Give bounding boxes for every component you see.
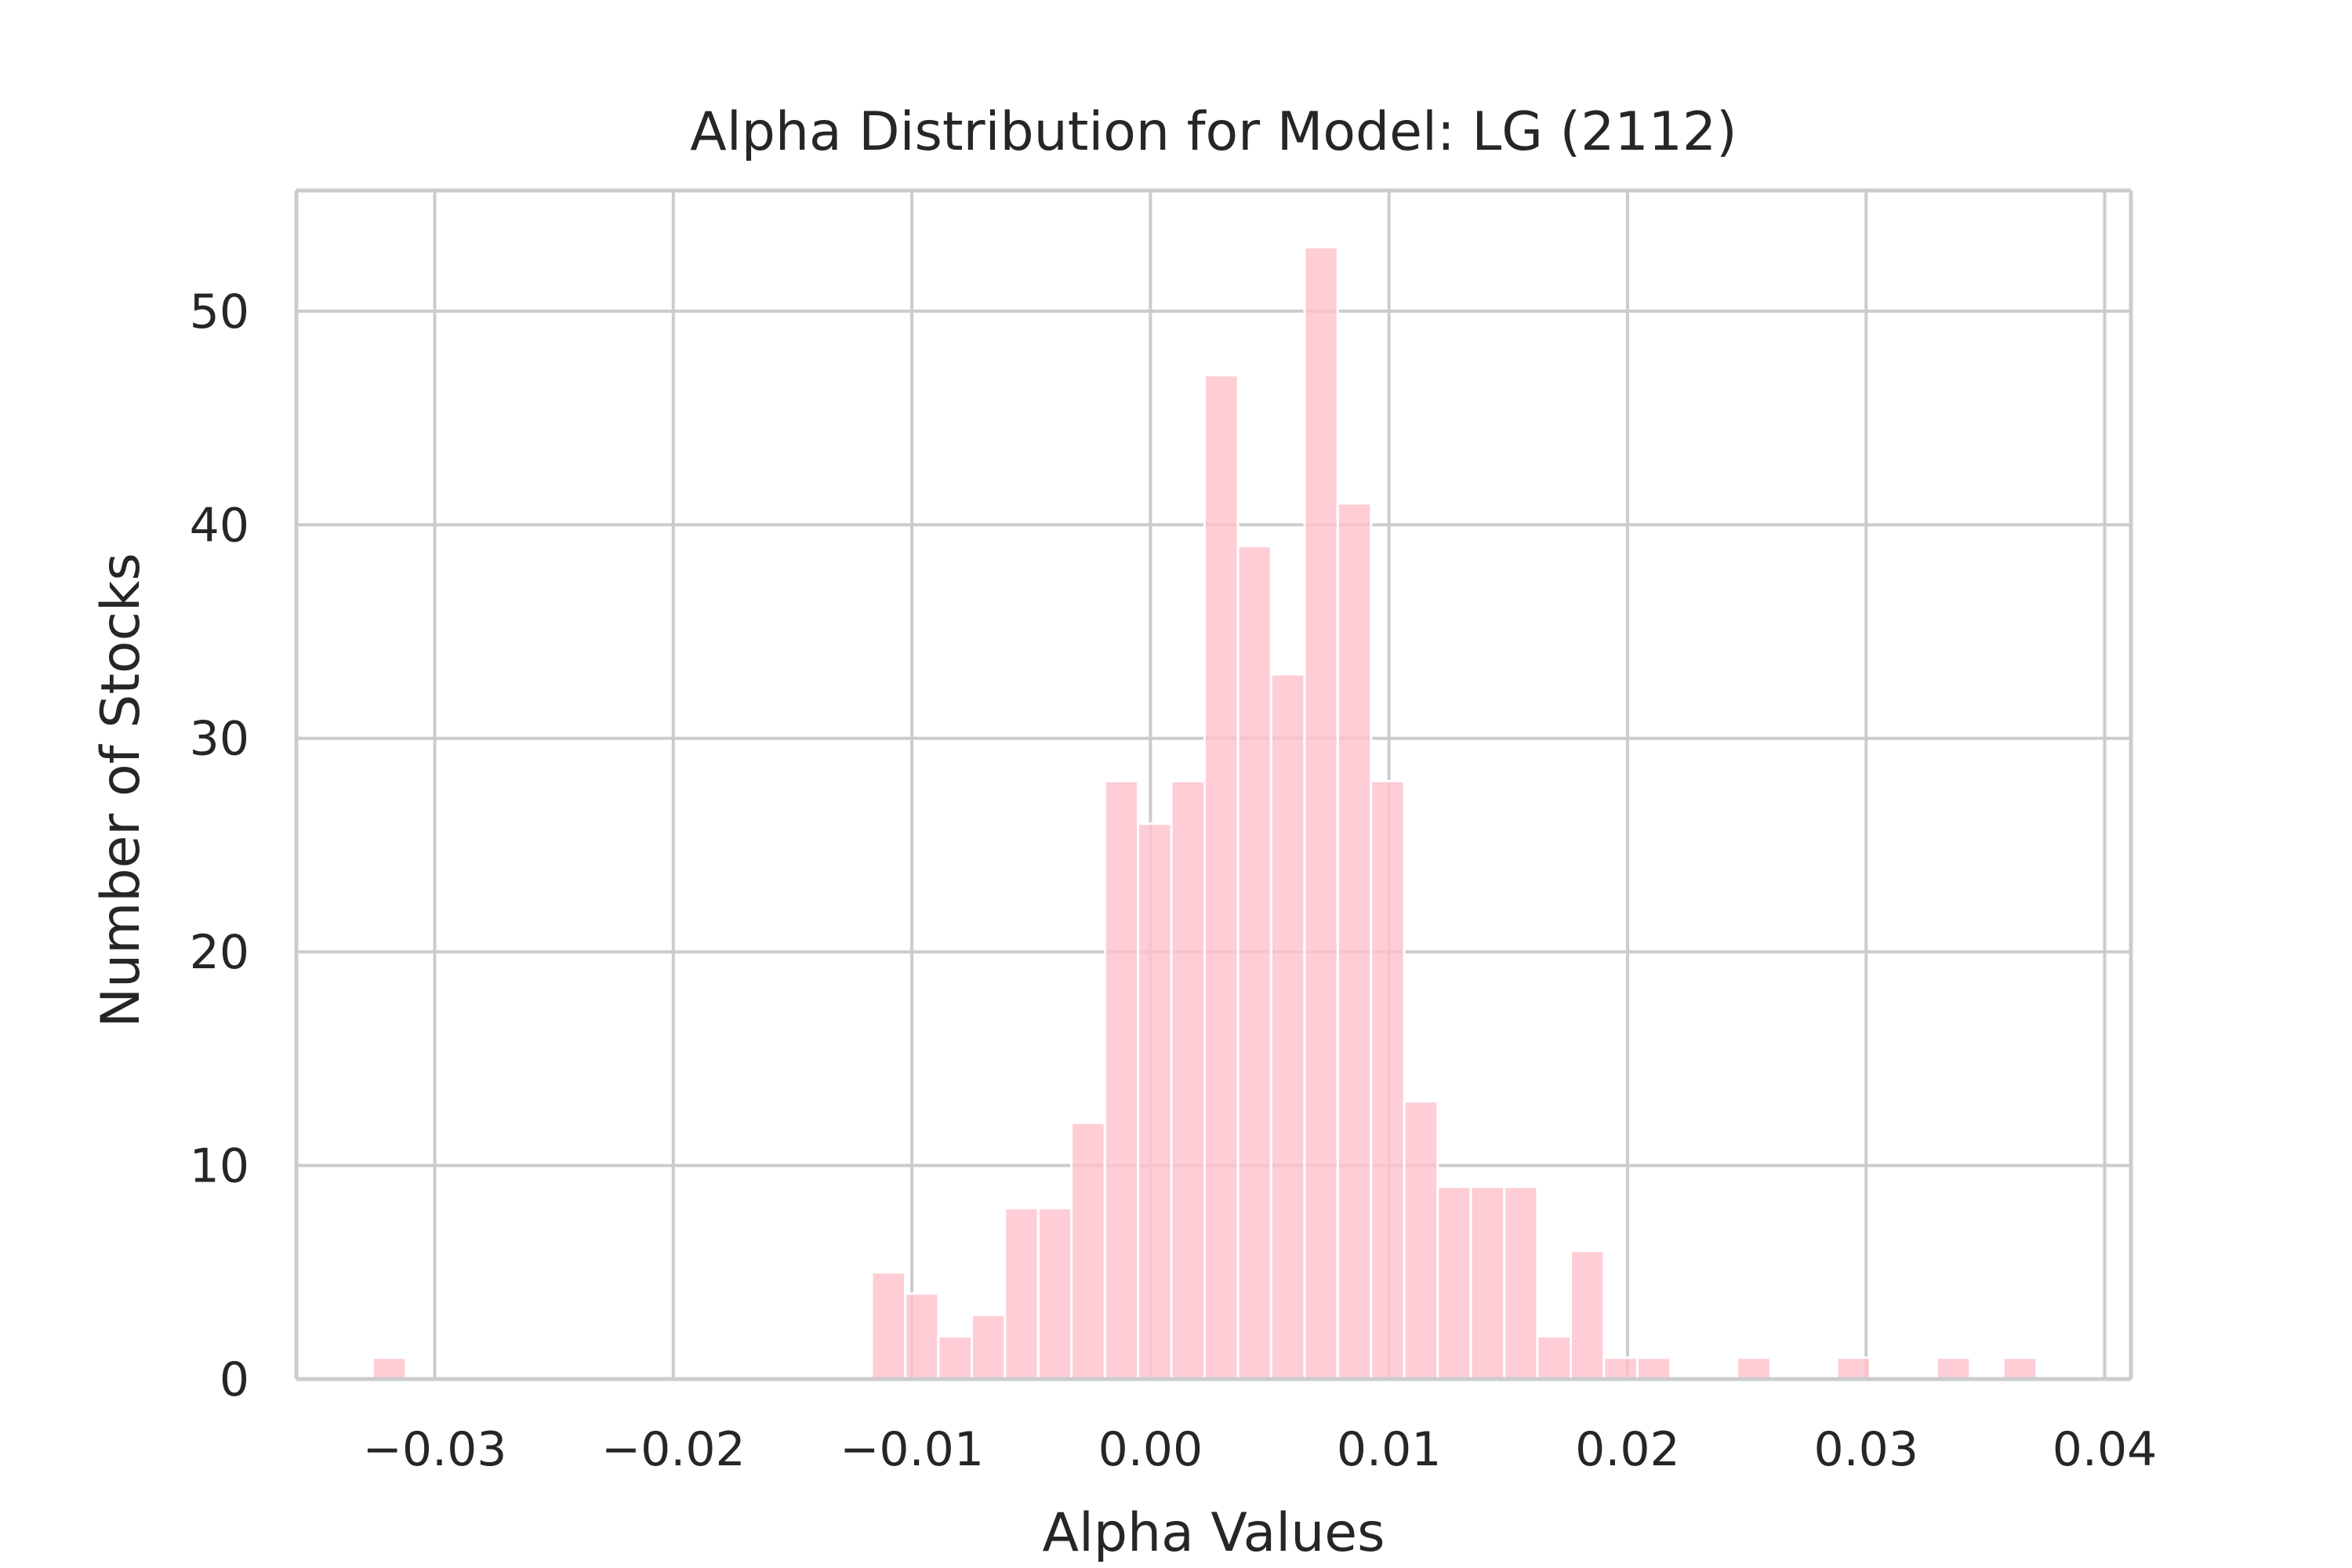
histogram-bar <box>1269 673 1306 1381</box>
histogram-bar <box>1570 1250 1606 1381</box>
x-tick-label: 0.02 <box>1575 1422 1680 1477</box>
histogram-bar <box>1436 1185 1472 1381</box>
histogram-bar <box>1170 779 1206 1381</box>
x-tick-label: −0.02 <box>601 1422 746 1477</box>
histogram-bars <box>371 245 2038 1381</box>
histogram-bar <box>1635 1356 1672 1381</box>
x-tick-label: −0.01 <box>840 1422 984 1477</box>
histogram-bar <box>1736 1356 1772 1381</box>
histogram-bar <box>970 1313 1007 1381</box>
histogram-bar <box>1303 245 1339 1381</box>
x-axis-label: Alpha Values <box>1042 1502 1385 1564</box>
x-tick-label: 0.00 <box>1098 1422 1203 1477</box>
histogram-bar <box>1403 1100 1439 1381</box>
histogram-bar <box>1070 1121 1106 1381</box>
histogram-bar <box>1835 1356 1871 1381</box>
histogram-bar <box>1103 779 1140 1381</box>
y-axis-label: Number of Stocks <box>90 553 152 1028</box>
x-tick-label: 0.01 <box>1337 1422 1442 1477</box>
histogram-bar <box>2002 1356 2038 1381</box>
histogram-bar <box>1370 779 1406 1381</box>
histogram-bar <box>1236 545 1272 1381</box>
histogram-bar <box>1503 1185 1539 1381</box>
plot-frame <box>294 188 2133 1381</box>
histogram-bar <box>1469 1185 1506 1381</box>
y-tick-label: 20 <box>190 925 249 980</box>
y-tick-labels: 0 10 20 30 40 50 <box>190 285 249 1407</box>
histogram-bar <box>937 1335 973 1381</box>
y-tick-label: 0 <box>220 1352 249 1407</box>
y-tick-label: 50 <box>190 285 249 339</box>
histogram-bar <box>1137 822 1173 1381</box>
x-tick-labels: −0.03 −0.02 −0.01 0.00 0.01 0.02 0.03 0.04 <box>363 1422 2158 1477</box>
y-tick-label: 10 <box>190 1139 249 1194</box>
histogram-bar <box>1336 502 1373 1381</box>
x-tick-label: −0.03 <box>363 1422 507 1477</box>
histogram-bar <box>870 1271 907 1381</box>
histogram-bar <box>1036 1207 1073 1381</box>
histogram-bar <box>904 1292 940 1381</box>
histogram-bar <box>1602 1356 1639 1381</box>
y-tick-label: 40 <box>190 498 249 553</box>
x-tick-label: 0.03 <box>1813 1422 1918 1477</box>
x-tick-label: 0.04 <box>2053 1422 2158 1477</box>
histogram-bar <box>371 1356 408 1381</box>
chart-title: Alpha Distribution for Model: LG (2112) <box>690 101 1737 163</box>
histogram-bar <box>1203 374 1240 1381</box>
histogram-bar <box>1935 1356 1972 1381</box>
y-tick-label: 30 <box>190 712 249 767</box>
histogram-bar <box>1004 1207 1040 1381</box>
histogram-bar <box>1536 1335 1573 1381</box>
